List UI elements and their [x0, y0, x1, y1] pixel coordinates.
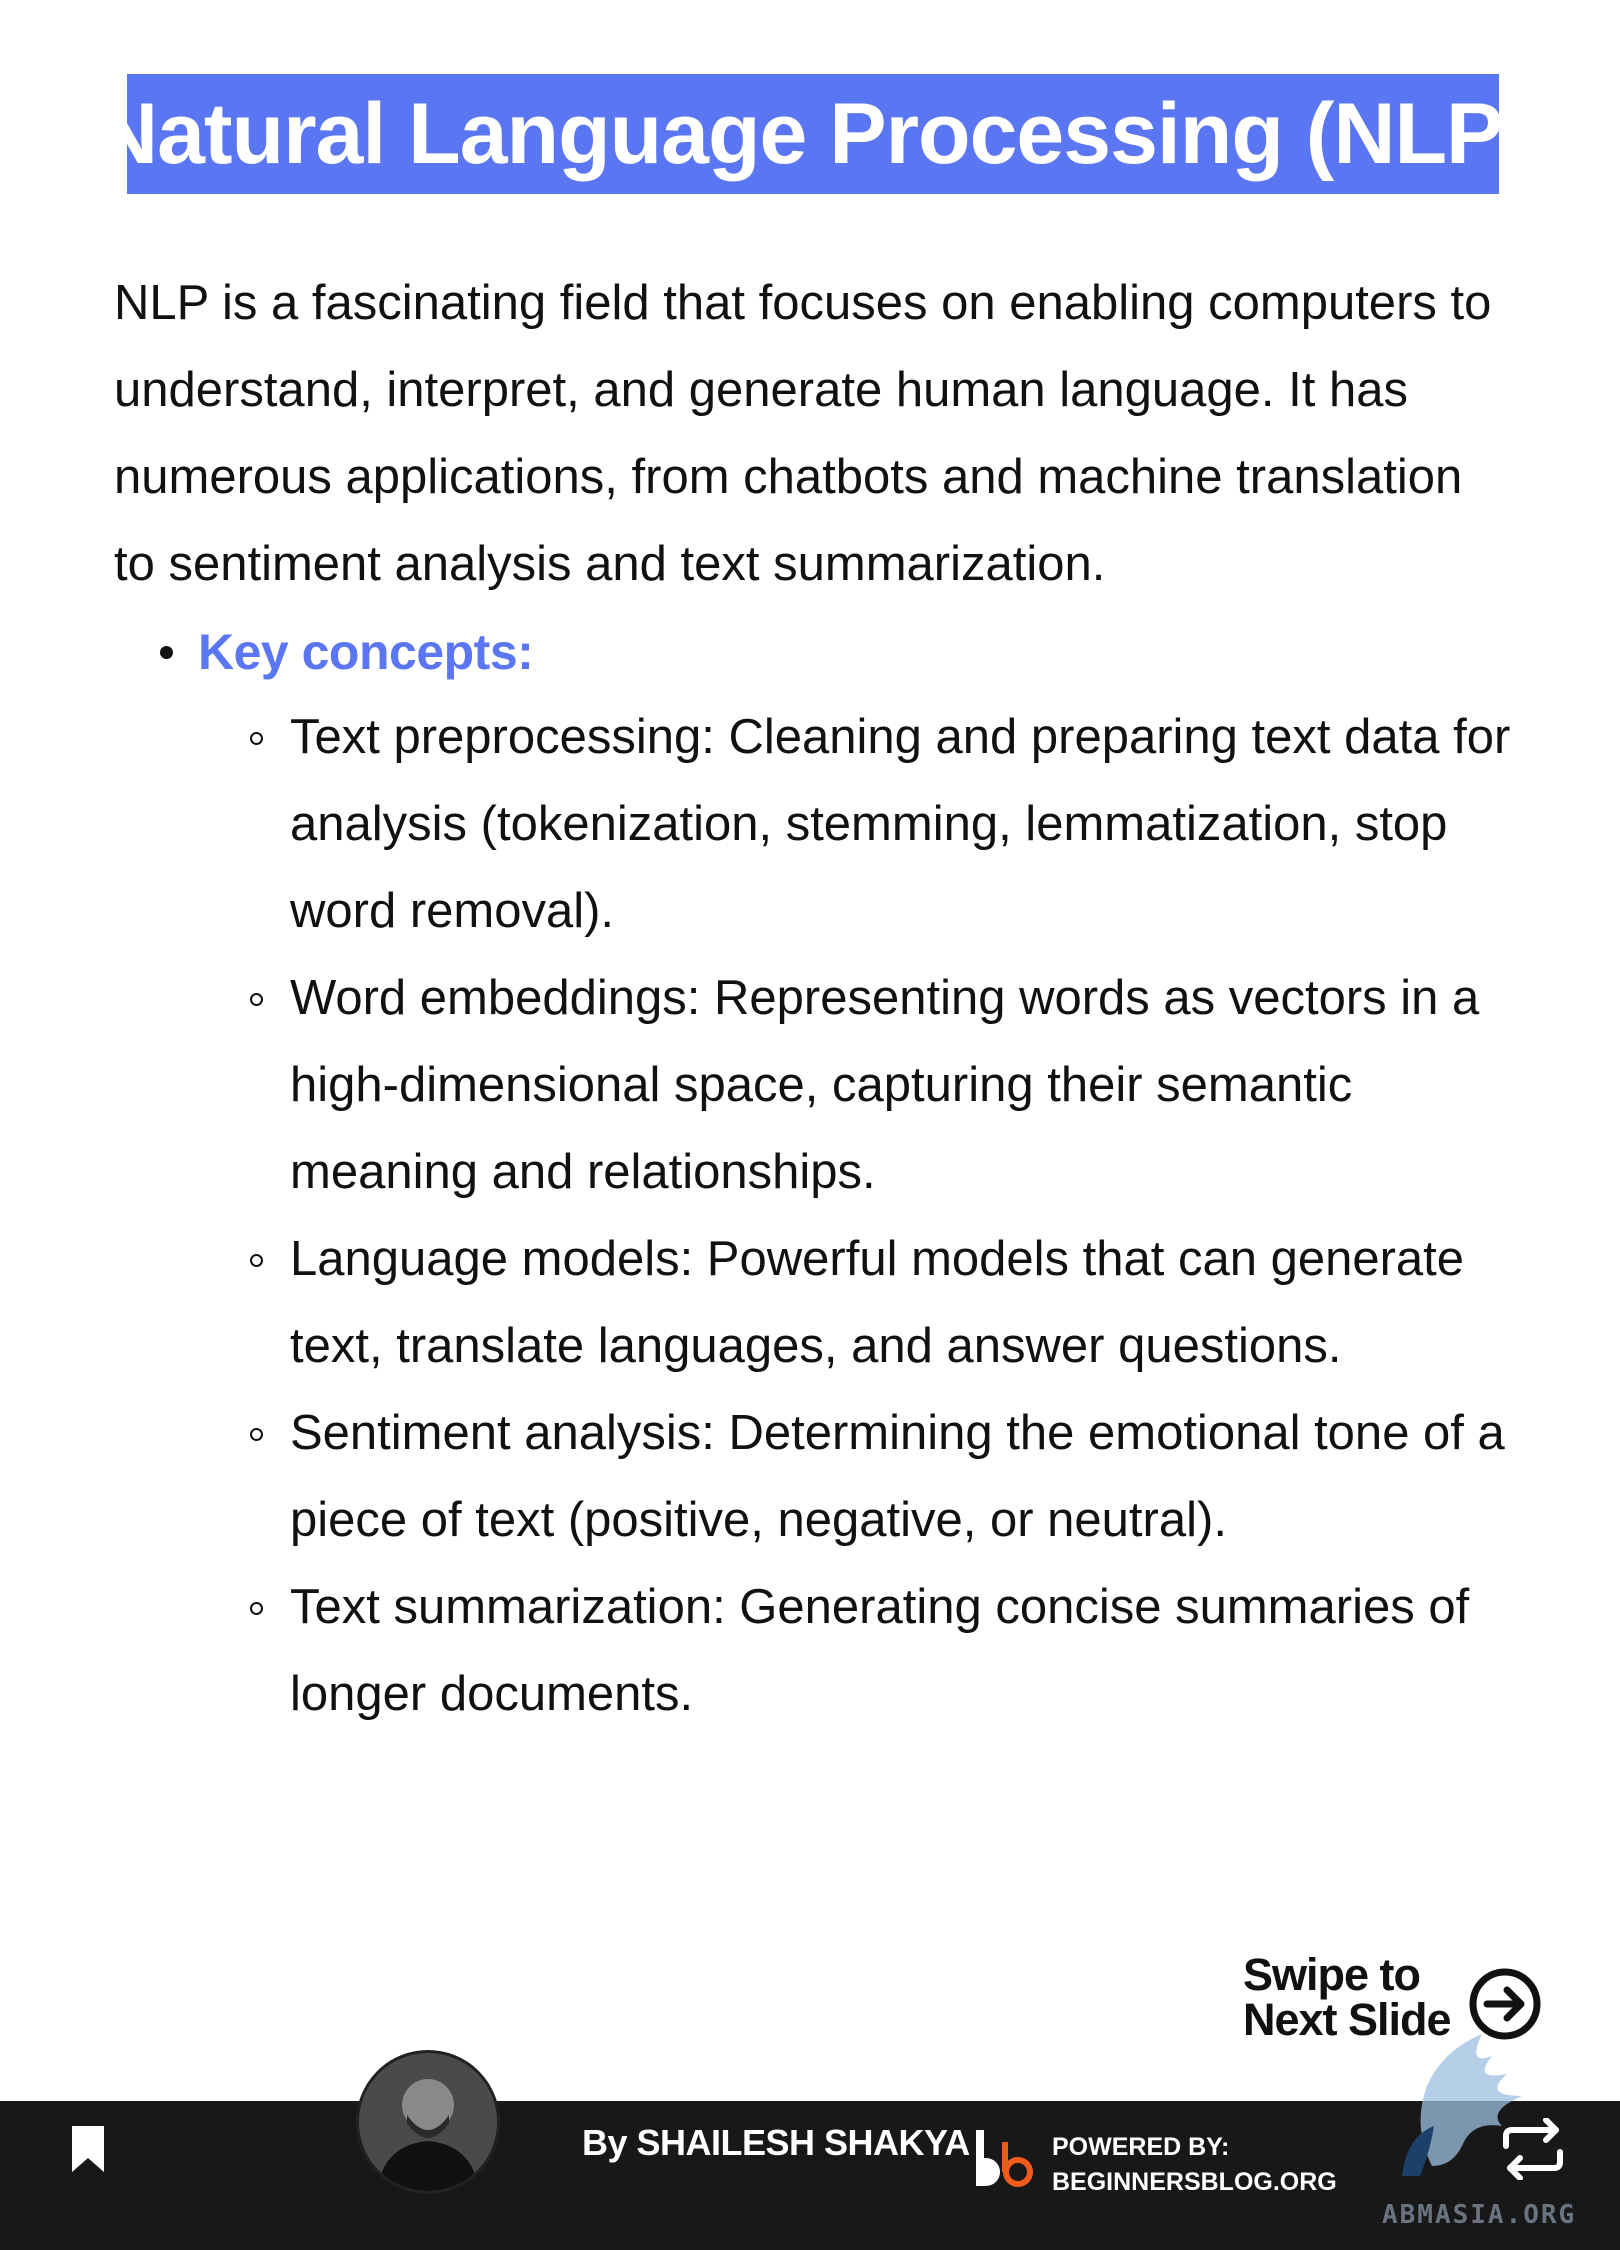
beginnersblog-logo-icon	[976, 2130, 1033, 2187]
list-item: Text preprocessing: Cleaning and prepari…	[250, 694, 1550, 955]
powered-label: POWERED BY:	[1052, 2133, 1230, 2161]
bullet-circle	[250, 1602, 263, 1615]
list-item: Language models: Powerful models that ca…	[250, 1216, 1550, 1390]
concept-text: Word embeddings: Representing words as v…	[290, 971, 1480, 1199]
concept-text: Language models: Powerful models that ca…	[290, 1232, 1465, 1373]
concepts-list: Text preprocessing: Cleaning and prepari…	[250, 694, 1550, 1738]
swipe-hint: Swipe to Next Slide	[1243, 1949, 1452, 2045]
swipe-line-2: Next Slide	[1243, 1994, 1452, 2045]
concept-text: Text preprocessing: Cleaning and prepari…	[290, 710, 1511, 938]
bullet-circle	[250, 732, 263, 745]
intro-paragraph: NLP is a fascinating field that focuses …	[114, 276, 1492, 591]
watermark-bird-icon	[1402, 2034, 1522, 2176]
list-item: Text summarization: Generating concise s…	[250, 1564, 1550, 1738]
footer-bar	[0, 2101, 1620, 2250]
bullet-circle	[250, 1254, 263, 1267]
avatar	[356, 2050, 500, 2194]
author-photo	[359, 2053, 497, 2191]
bullet-circle	[250, 1428, 263, 1441]
concept-text: Text summarization: Generating concise s…	[290, 1580, 1470, 1721]
bullet-circle	[250, 993, 263, 1006]
powered-site[interactable]: BEGINNERSBLOG.ORG	[1052, 2168, 1337, 2196]
bullet-dot	[160, 645, 173, 659]
concept-text: Sentiment analysis: Determining the emot…	[290, 1406, 1505, 1547]
key-concepts-item: Key concepts:	[160, 612, 534, 692]
bookmark-icon[interactable]	[70, 2124, 106, 2174]
key-concepts-label: Key concepts:	[198, 624, 534, 680]
author-name: By SHAILESH SHAKYA	[582, 2122, 970, 2163]
list-item: Word embeddings: Representing words as v…	[250, 955, 1550, 1216]
repost-icon[interactable]	[1498, 2118, 1568, 2180]
powered-by: POWERED BY: BEGINNERSBLOG.ORG	[1052, 2130, 1337, 2200]
watermark-text: ABMASIA.ORG	[1382, 2200, 1577, 2230]
arrow-right-circle-icon[interactable]	[1467, 1966, 1543, 2042]
page-title: Natural Language Processing (NLP)	[95, 85, 1531, 182]
list-item: Sentiment analysis: Determining the emot…	[250, 1390, 1550, 1564]
swipe-line-1: Swipe to	[1243, 1949, 1421, 2000]
title-banner: Natural Language Processing (NLP)	[96, 74, 1531, 194]
